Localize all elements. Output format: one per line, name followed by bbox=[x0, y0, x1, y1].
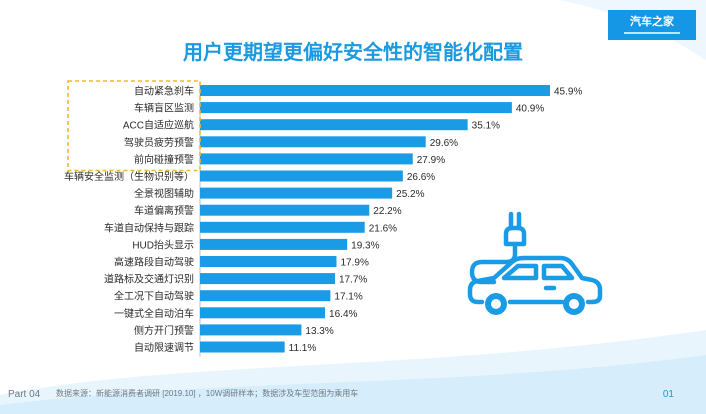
value-label: 17.7% bbox=[339, 275, 367, 286]
value-label: 22.2% bbox=[373, 206, 401, 217]
bar bbox=[200, 102, 512, 114]
bar bbox=[200, 204, 370, 216]
category-label: 驾驶员疲劳预警 bbox=[124, 136, 194, 149]
brand-logo-text: 汽车之家 bbox=[630, 16, 674, 28]
bar bbox=[200, 85, 550, 96]
electric-car-plug-icon bbox=[467, 211, 603, 315]
category-label: ACC自适应巡航 bbox=[123, 119, 194, 132]
bar bbox=[200, 307, 326, 319]
value-label: 11.1% bbox=[289, 343, 317, 354]
bar bbox=[200, 256, 337, 267]
category-label: 全景视图辅助 bbox=[134, 187, 194, 200]
value-label: 16.4% bbox=[329, 309, 357, 320]
value-label: 27.9% bbox=[417, 155, 445, 166]
category-label: 车道偏离预警 bbox=[134, 204, 194, 217]
value-label: 17.1% bbox=[334, 292, 362, 303]
value-label: 45.9% bbox=[554, 87, 582, 98]
bar bbox=[200, 221, 365, 233]
footer-part-label: Part 04 bbox=[8, 389, 41, 400]
value-label: 17.9% bbox=[340, 258, 368, 269]
bar bbox=[200, 273, 335, 285]
value-label: 29.6% bbox=[430, 138, 458, 149]
bar bbox=[200, 170, 403, 182]
value-label: 21.6% bbox=[369, 223, 397, 234]
value-label: 26.6% bbox=[407, 172, 435, 183]
highlight-box bbox=[67, 80, 201, 172]
category-label: 一键式全自动泊车 bbox=[114, 307, 194, 320]
category-label: 全工况下自动驾驶 bbox=[114, 290, 194, 303]
brand-logo-underline bbox=[624, 32, 680, 34]
bar bbox=[200, 153, 413, 165]
category-label: 自动限速调节 bbox=[134, 341, 194, 354]
bar bbox=[200, 324, 302, 336]
footer-page-number: 01 bbox=[662, 389, 674, 400]
category-label: 车辆盲区监测 bbox=[134, 102, 194, 115]
value-label: 13.3% bbox=[305, 326, 333, 337]
bar bbox=[200, 187, 393, 199]
bar bbox=[200, 136, 426, 148]
value-label: 19.3% bbox=[351, 240, 379, 251]
category-label: 前向碰撞预警 bbox=[134, 153, 194, 166]
category-label: 自动紧急刹车 bbox=[134, 85, 194, 98]
bar bbox=[200, 119, 468, 131]
chart-title: 用户更期望更偏好安全性的智能化配置 bbox=[183, 42, 523, 64]
category-label: 道路标及交通灯识别 bbox=[104, 273, 194, 286]
footer-source-note: 数据来源：新能源消费者调研 [2019.10] ，10W调研样本；数据涉及车型范… bbox=[56, 389, 359, 398]
bar bbox=[200, 290, 331, 302]
value-label: 40.9% bbox=[516, 104, 544, 115]
bar bbox=[200, 238, 348, 250]
category-label: 车道自动保持与跟踪 bbox=[104, 221, 194, 234]
category-label: 车辆安全监测（生物识别等） bbox=[64, 170, 194, 183]
category-label: HUD抬头显示 bbox=[132, 238, 194, 251]
value-label: 35.1% bbox=[472, 121, 500, 132]
brand-logo: 汽车之家 bbox=[608, 10, 696, 40]
bar bbox=[200, 341, 285, 353]
category-label: 高速路段自动驾驶 bbox=[114, 256, 194, 269]
value-label: 25.2% bbox=[396, 189, 424, 200]
category-label: 侧方开门预警 bbox=[134, 324, 194, 337]
